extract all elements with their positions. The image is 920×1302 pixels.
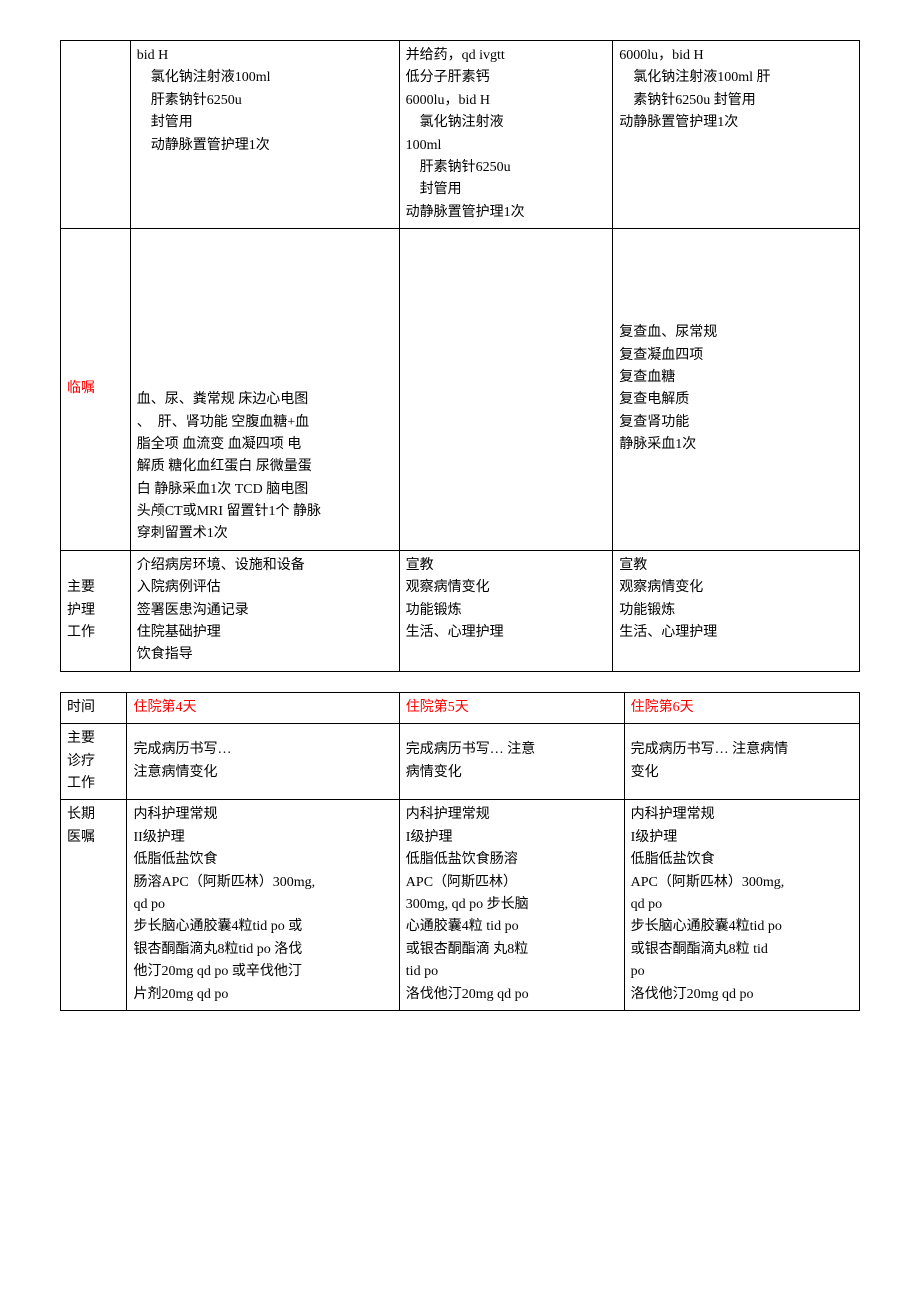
table-row: bid H 氯化钠注射液100ml 肝素钠针6250u 封管用 动静脉置管护理1…: [61, 41, 860, 229]
cell: 完成病历书写… 注意病情变化: [399, 724, 624, 800]
table-1: bid H 氯化钠注射液100ml 肝素钠针6250u 封管用 动静脉置管护理1…: [60, 40, 860, 672]
cell: 内科护理常规I级护理低脂低盐饮食APC（阿斯匹林）300mg,qd po步长脑心…: [624, 800, 859, 1011]
table-row: 主要护理工作 介绍病房环境、设施和设备入院病例评估签署医患沟通记录住院基础护理饮…: [61, 550, 860, 671]
cell: 并给药，qd ivgtt低分子肝素钙6000lu，bid H 氯化钠注射液100…: [399, 41, 613, 229]
row-label-nursing: 主要护理工作: [61, 550, 131, 671]
table-row: 临嘱 血、尿、粪常规 床边心电图、 肝、肾功能 空腹血糖+血脂全项 血流变 血凝…: [61, 229, 860, 551]
cell: 宣教观察病情变化功能锻炼生活、心理护理: [613, 550, 860, 671]
cell: [399, 229, 613, 551]
cell: 宣教观察病情变化功能锻炼生活、心理护理: [399, 550, 613, 671]
cell: 介绍病房环境、设施和设备入院病例评估签署医患沟通记录住院基础护理饮食指导: [130, 550, 399, 671]
cell: 完成病历书写… 注意病情变化: [624, 724, 859, 800]
header-day6: 住院第6天: [624, 692, 859, 723]
header-time: 时间: [61, 692, 127, 723]
cell: 内科护理常规I级护理低脂低盐饮食肠溶APC（阿斯匹林）300mg, qd po …: [399, 800, 624, 1011]
cell: 完成病历书写…注意病情变化: [127, 724, 399, 800]
table-row: 时间 住院第4天 住院第5天 住院第6天: [61, 692, 860, 723]
table-row: 主要诊疗工作 完成病历书写…注意病情变化 完成病历书写… 注意病情变化 完成病历…: [61, 724, 860, 800]
row-label-standing-order: 长期医嘱: [61, 800, 127, 1011]
header-day4: 住院第4天: [127, 692, 399, 723]
cell: bid H 氯化钠注射液100ml 肝素钠针6250u 封管用 动静脉置管护理1…: [130, 41, 399, 229]
cell: 6000lu，bid H 氯化钠注射液100ml 肝 素钠针6250u 封管用动…: [613, 41, 860, 229]
table-row: 长期医嘱 内科护理常规II级护理低脂低盐饮食肠溶APC（阿斯匹林）300mg,q…: [61, 800, 860, 1011]
table-2: 时间 住院第4天 住院第5天 住院第6天 主要诊疗工作 完成病历书写…注意病情变…: [60, 692, 860, 1011]
header-day5: 住院第5天: [399, 692, 624, 723]
cell: 血、尿、粪常规 床边心电图、 肝、肾功能 空腹血糖+血脂全项 血流变 血凝四项 …: [130, 229, 399, 551]
cell: 复查血、尿常规复查凝血四项复查血糖复查电解质复查肾功能静脉采血1次: [613, 229, 860, 551]
row-label: [61, 41, 131, 229]
row-label-main-work: 主要诊疗工作: [61, 724, 127, 800]
row-label-temporary-order: 临嘱: [61, 229, 131, 551]
cell: 内科护理常规II级护理低脂低盐饮食肠溶APC（阿斯匹林）300mg,qd po步…: [127, 800, 399, 1011]
